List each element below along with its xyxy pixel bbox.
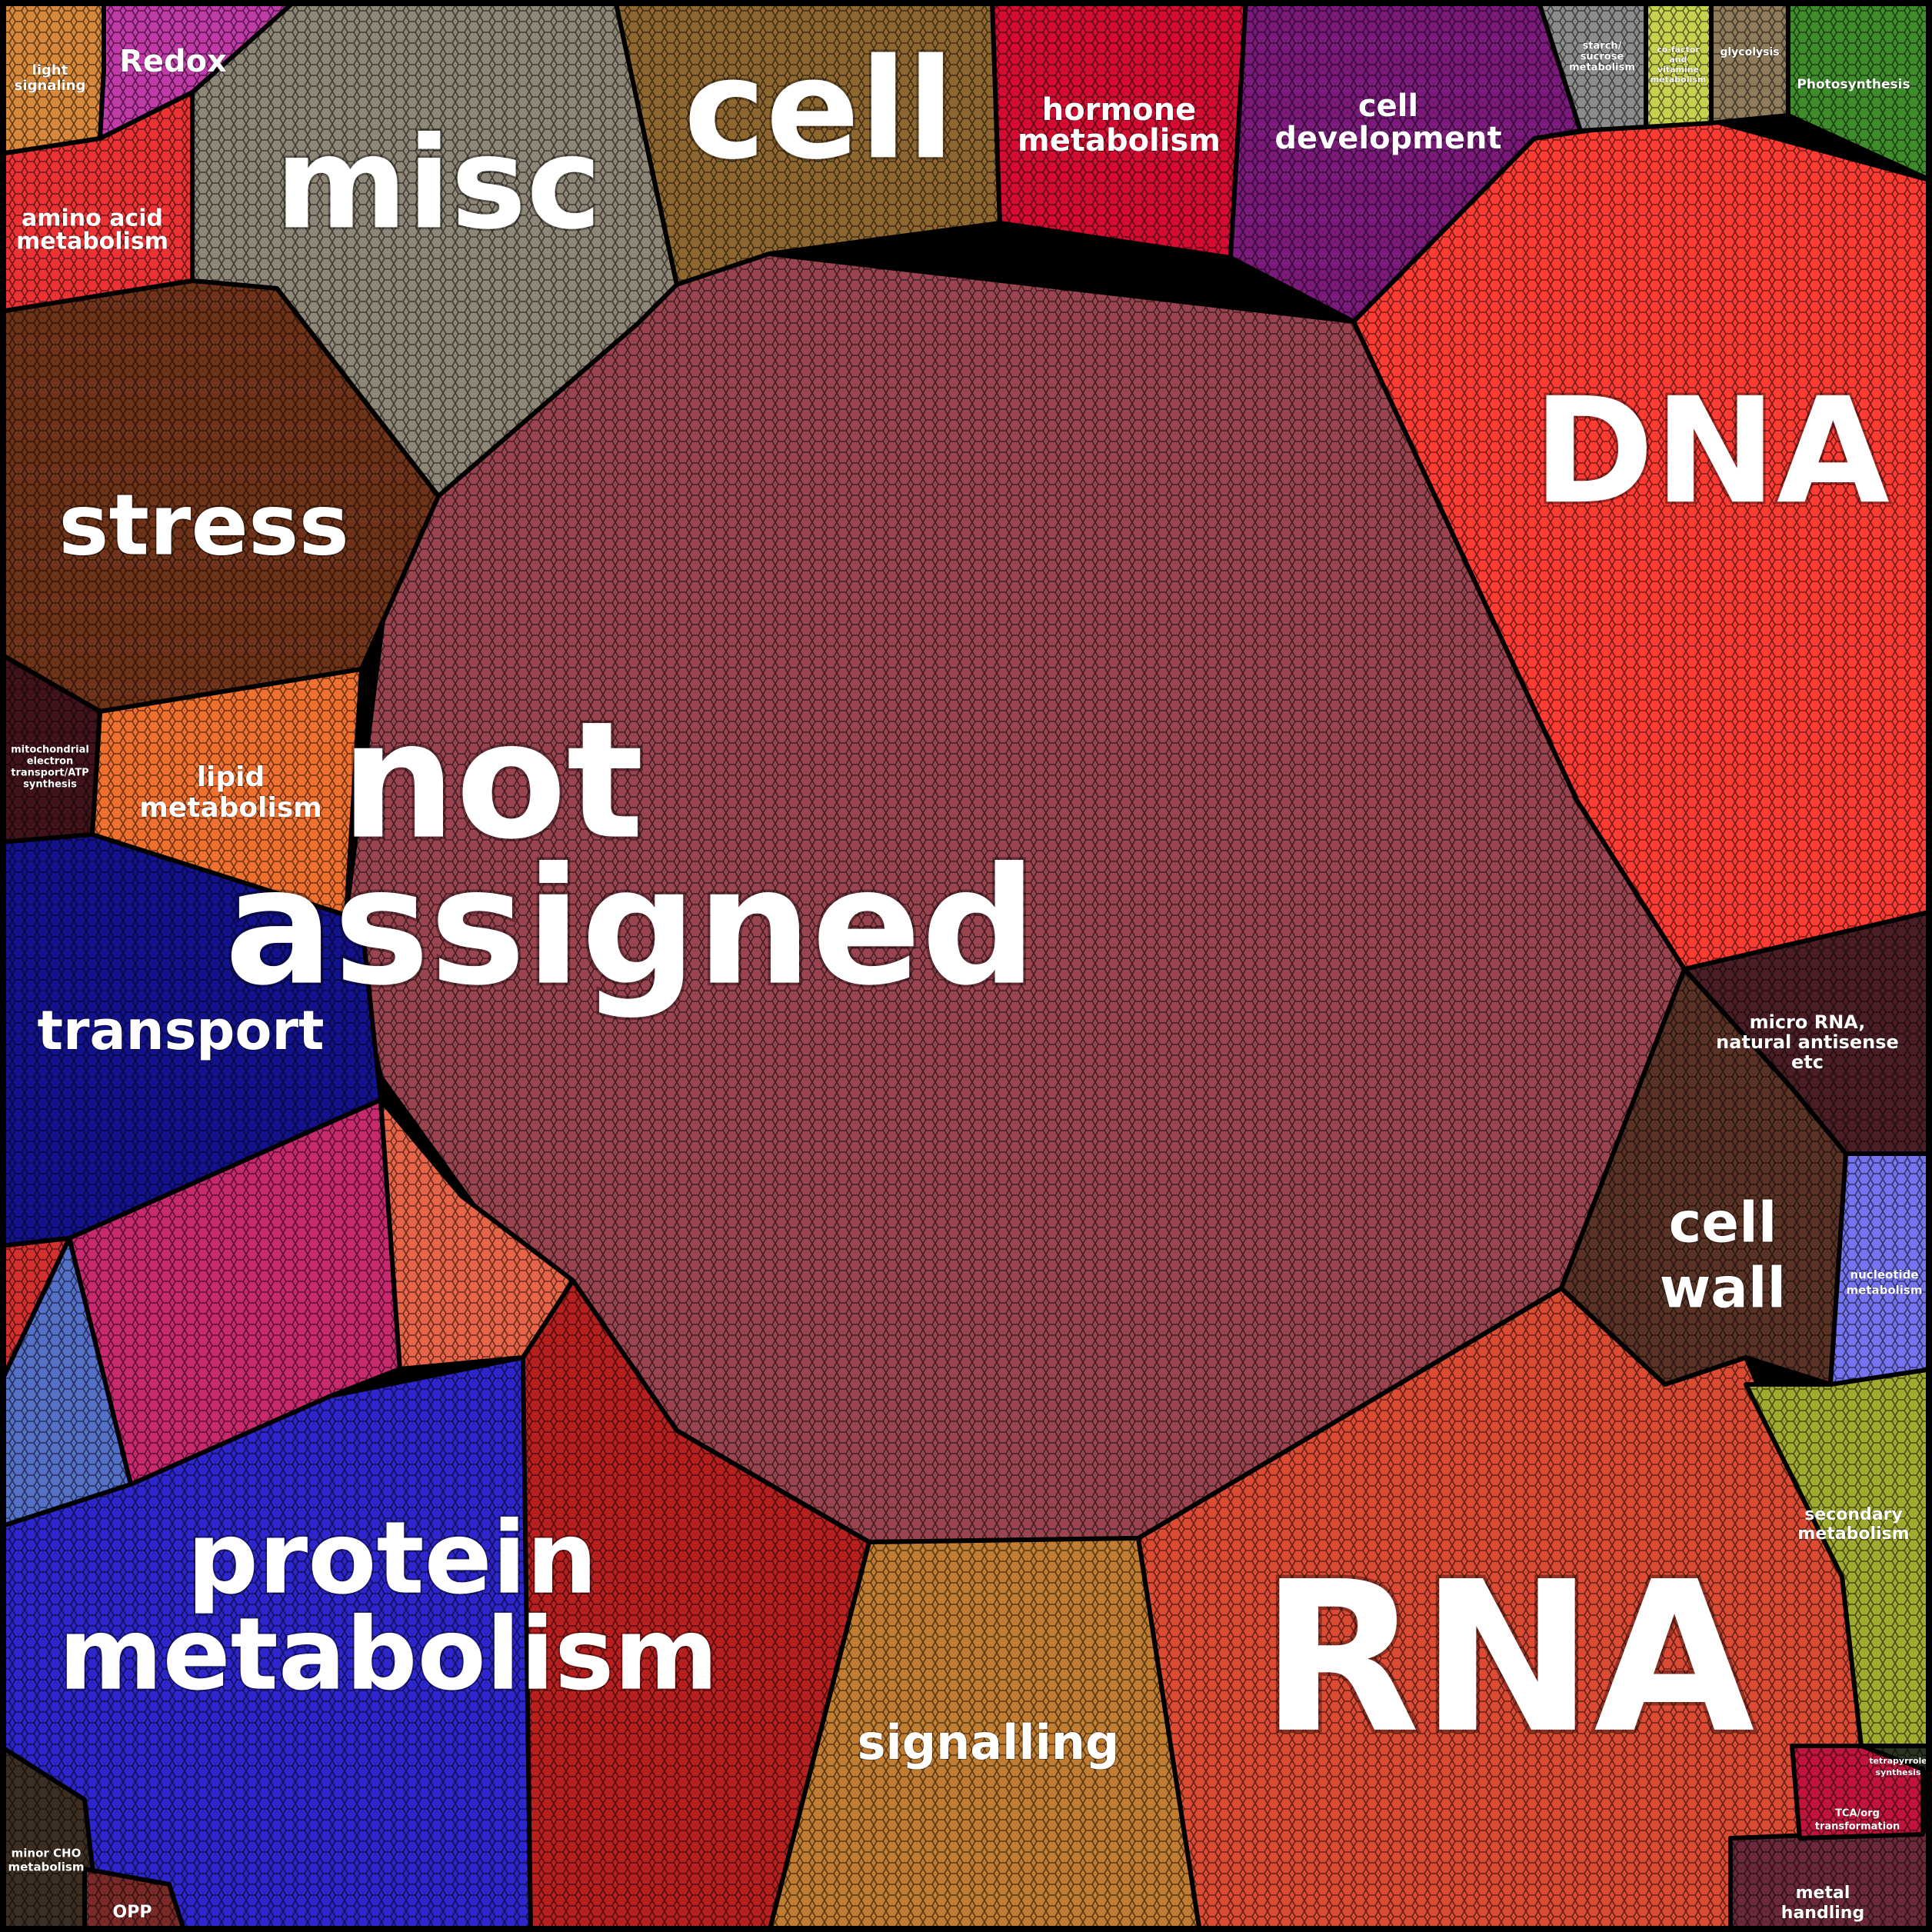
cell-label-minor-cho-metabolism-0: minor CHO — [12, 1847, 82, 1860]
cell-label-light-signaling-1: signaling — [15, 78, 86, 94]
cell-texture-unlabeled-32 — [0, 1238, 131, 1527]
cell-texture-redox — [100, 0, 296, 138]
cell-label-cell-development-1: development — [1274, 121, 1501, 156]
cell-label-not-assigned-0: not — [341, 687, 644, 875]
cell-texture-metal-handling — [1730, 1830, 1932, 1932]
cell-label-tetrapyrrole-synthesis-1: synthesis — [1876, 1767, 1921, 1777]
cell-label-secondary-metabolism-1: metabolism — [1797, 1524, 1909, 1544]
cell-label-co-factor-and-vitamine-metabolism-0: co-factor — [1657, 45, 1700, 55]
cell-label-light-signaling-0: light — [32, 62, 68, 78]
cell-texture-not-assigned — [346, 225, 1684, 1542]
cell-label-amino-acid-metabolism-1: metabolism — [16, 228, 168, 255]
cell-label-rna-0: RNA — [1261, 1537, 1757, 1779]
cell-texture-misc — [192, 0, 677, 496]
cell-label-co-factor-and-vitamine-metabolism-3: metabolism — [1651, 75, 1707, 85]
cell-label-starch-sucrose-metabolism-1: sucrose — [1581, 52, 1624, 63]
cell-label-micro-rna-natural-antisense-etc-2: etc — [1791, 1051, 1824, 1073]
cell-label-tca-org-transformation-1: transformation — [1815, 1821, 1900, 1833]
cell-texture-rna — [1138, 1288, 1861, 1932]
cell-label-cell-wall-1: wall — [1660, 1256, 1786, 1321]
cell-texture-cell-development — [1231, 0, 1581, 321]
cell-texture-tca-org-transformation — [1792, 1746, 1923, 1838]
cell-texture-transport — [0, 834, 381, 1246]
cell-texture-stress — [0, 281, 438, 711]
cell-texture-photosynthesis — [1788, 0, 1932, 181]
cell-label-opp-0: OPP — [113, 1903, 152, 1922]
cell-texture-starch-sucrose-metabolism — [1538, 0, 1646, 131]
cell-label-stress-0: stress — [58, 475, 349, 574]
cell-label-metal-handling-1: handling — [1781, 1904, 1864, 1923]
cell-label-micro-rna-natural-antisense-etc-0: micro RNA, — [1750, 1011, 1866, 1033]
cell-label-cell-development-0: cell — [1358, 88, 1418, 124]
cell-label-metal-handling-0: metal — [1796, 1884, 1850, 1903]
cell-texture-unlabeled-31 — [523, 1281, 869, 1932]
cell-label-protein-metabolism-1: metabolism — [58, 1596, 718, 1713]
cell-label-nucleotide-metabolism-1: metabolism — [1847, 1284, 1923, 1297]
cell-texture-cell — [615, 0, 1000, 285]
cell-label-tetrapyrrole-synthesis-0: tetrapyrrole — [1869, 1756, 1927, 1766]
cell-label-tca-org-transformation-0: TCA/org — [1835, 1808, 1880, 1820]
cell-label-cell-0: cell — [684, 29, 954, 190]
cell-texture-signalling — [769, 1538, 1200, 1932]
cell-texture-micro-rna-natural-antisense-etc — [1684, 911, 1932, 1154]
cell-texture-minor-cho-metabolism — [0, 1746, 100, 1932]
cell-label-not-assigned-1: assigned — [225, 833, 1037, 1021]
cell-label-dna-0: DNA — [1533, 366, 1890, 536]
cell-texture-opp — [85, 1869, 185, 1932]
cell-texture-cell-wall — [1561, 969, 1846, 1384]
cell-label-micro-rna-natural-antisense-etc-1: natural antisense — [1716, 1031, 1899, 1053]
cell-label-starch-sucrose-metabolism-2: metabolism — [1569, 62, 1635, 74]
cell-label-minor-cho-metabolism-1: metabolism — [8, 1860, 85, 1874]
cell-label-cell-wall-0: cell — [1669, 1191, 1777, 1255]
cell-label-photosynthesis-0: Photosynthesis — [1797, 77, 1910, 92]
cell-label-lipid-metabolism-1: metabolism — [139, 792, 322, 824]
cell-label-lipid-metabolism-0: lipid — [197, 761, 265, 793]
cell-label-secondary-metabolism-0: secondary — [1804, 1505, 1903, 1524]
cell-label-nucleotide-metabolism-0: nucleotide — [1850, 1268, 1918, 1282]
cell-label-signalling-0: signalling — [858, 1714, 1120, 1770]
cell-texture-tetrapyrrole-synthesis — [1861, 1746, 1932, 1800]
cell-texture-glycolysis — [1711, 0, 1788, 123]
cell-label-amino-acid-metabolism-0: amino acid — [22, 205, 163, 232]
cell-label-mitochondrial-electron-transport-atp-synthesis-2: transport/ATP — [11, 768, 88, 779]
cell-texture-hormone-metabolism — [992, 0, 1246, 258]
cell-label-misc-0: misc — [275, 109, 602, 257]
cell-texture-unlabeled-30 — [381, 1100, 573, 1369]
cell-label-hormone-metabolism-1: metabolism — [1018, 123, 1221, 158]
cell-label-hormone-metabolism-0: hormone — [1042, 92, 1196, 128]
cell-texture-unlabeled-33 — [0, 1238, 69, 1384]
cell-label-mitochondrial-electron-transport-atp-synthesis-3: synthesis — [23, 779, 77, 791]
cell-texture-protein-metabolism — [0, 1357, 531, 1932]
cell-texture-nucleotide-metabolism — [1830, 1154, 1932, 1384]
cell-label-starch-sucrose-metabolism-0: starch/ — [1583, 41, 1622, 52]
cell-label-transport-0: transport — [38, 999, 325, 1062]
cell-label-co-factor-and-vitamine-metabolism-1: and — [1669, 55, 1687, 65]
cell-texture-light-signaling — [0, 0, 104, 154]
cell-label-glycolysis-0: glycolysis — [1720, 46, 1779, 58]
cell-texture-unlabeled-29 — [69, 1100, 400, 1484]
cell-label-co-factor-and-vitamine-metabolism-2: vitamine — [1657, 65, 1699, 75]
cell-label-protein-metabolism-0: protein — [187, 1500, 598, 1617]
cell-label-mitochondrial-electron-transport-atp-synthesis-1: electron — [27, 756, 74, 768]
cell-texture-mitochondrial-electron-transport-atp-synthesis — [0, 654, 100, 842]
cell-label-mitochondrial-electron-transport-atp-synthesis-0: mitochondrial — [11, 744, 89, 756]
cell-texture-lipid-metabolism — [92, 669, 361, 915]
cell-texture-secondary-metabolism — [1746, 1369, 1932, 1746]
cell-texture-co-factor-and-vitamine-metabolism — [1646, 0, 1711, 127]
cell-texture-dna — [1354, 115, 1932, 969]
cell-label-redox-0: Redox — [119, 44, 227, 79]
